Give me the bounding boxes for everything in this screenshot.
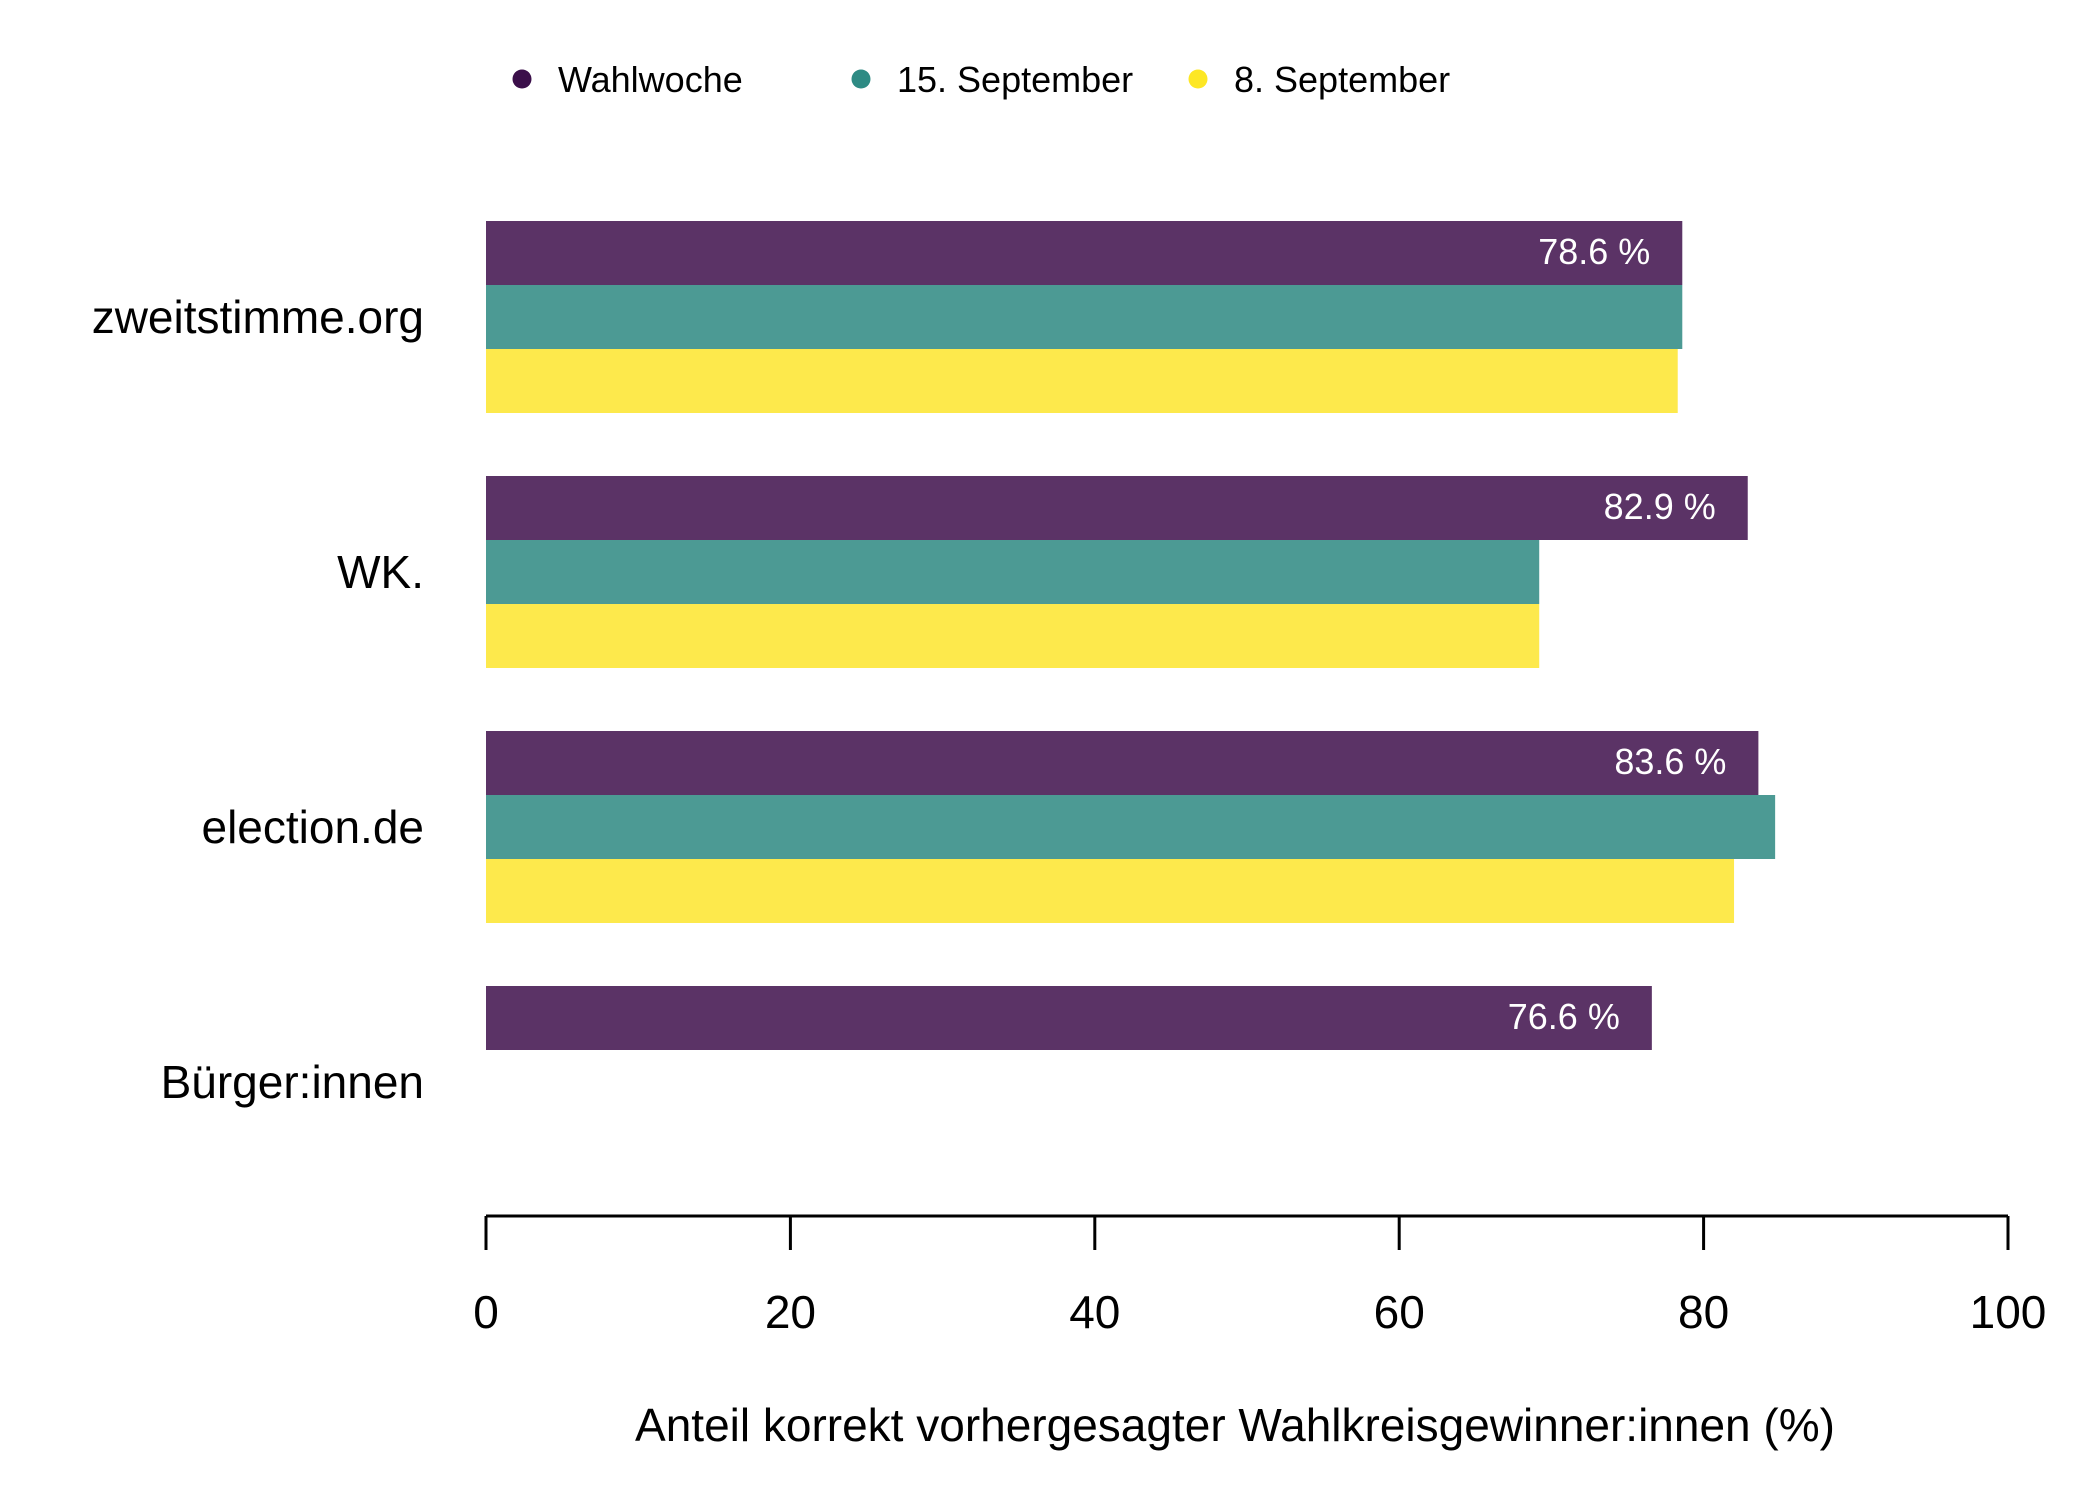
legend-label-3: 8. September (1234, 59, 1450, 100)
data-label-3: 83.6 % (1614, 741, 1726, 782)
legend-label-1: Wahlwoche (558, 59, 743, 100)
x-tick-label-5: 80 (1678, 1286, 1729, 1338)
data-label-4: 76.6 % (1508, 996, 1620, 1037)
bar-2-3 (486, 604, 1540, 668)
x-axis: 0 20 40 60 80 100 (473, 1214, 2047, 1338)
bar-2-1 (486, 476, 1748, 540)
bar-4-1 (486, 986, 1652, 1050)
data-label-2: 82.9 % (1604, 486, 1716, 527)
bar-3-2 (486, 795, 1776, 859)
x-tick-label-3: 40 (1069, 1286, 1120, 1338)
legend-marker-2 (851, 69, 871, 89)
data-label-1: 78.6 % (1538, 231, 1650, 272)
category-label-3: election.de (202, 801, 425, 853)
x-tick-label-6: 100 (1970, 1286, 2047, 1338)
bar-1-3 (486, 349, 1678, 413)
legend-marker-3 (1188, 69, 1208, 89)
bar-1-2 (486, 285, 1683, 349)
x-tick-label-1: 0 (473, 1286, 499, 1338)
category-label-2: WK. (337, 546, 424, 598)
bars: 78.6 % 82.9 % 83.6 % 76.6 % (486, 221, 1776, 1050)
bar-1-1 (486, 221, 1683, 285)
category-labels: zweitstimme.org WK. election.de Bürger:inne… (92, 291, 424, 1108)
bar-3-3 (486, 859, 1735, 923)
category-label-4: Bürger:innen (161, 1056, 424, 1108)
x-tick-label-2: 20 (765, 1286, 816, 1338)
x-tick-label-4: 60 (1374, 1286, 1425, 1338)
bar-3-1 (486, 731, 1759, 795)
legend: Wahlwoche 15. September 8. September (512, 59, 1450, 100)
bar-2-2 (486, 540, 1540, 604)
x-axis-label: Anteil korrekt vorhergesagter Wahlkreisg… (635, 1399, 1835, 1451)
legend-label-2: 15. September (897, 59, 1133, 100)
legend-marker-1 (512, 69, 532, 89)
category-label-1: zweitstimme.org (92, 291, 424, 343)
